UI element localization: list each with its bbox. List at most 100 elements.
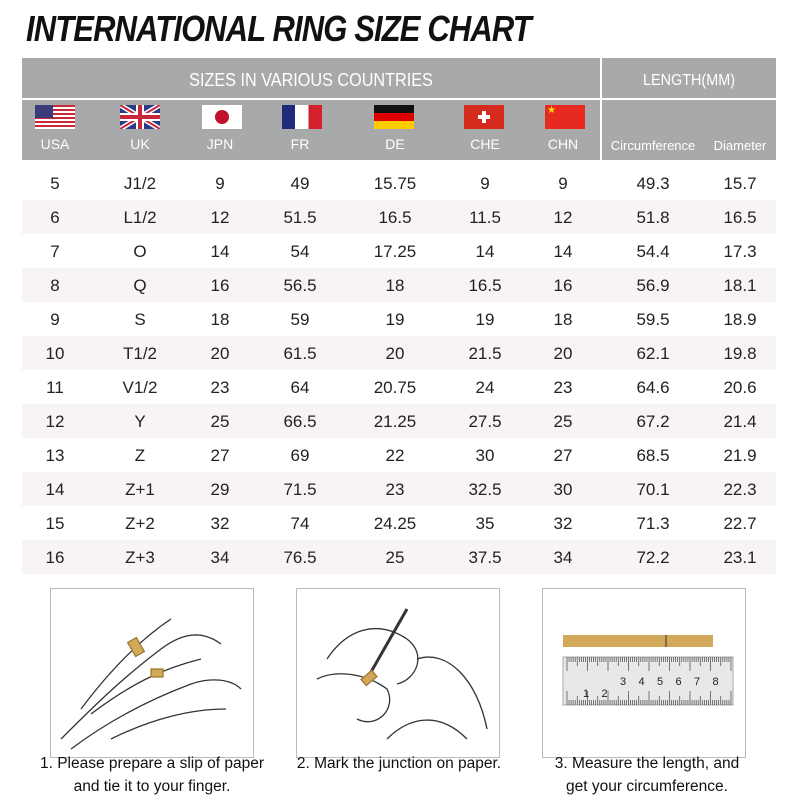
table-cell: 10	[45, 344, 65, 363]
table-cell: 30	[553, 480, 573, 499]
table-cell: 71.3	[636, 514, 670, 533]
table-cell: O	[133, 242, 147, 261]
table-cell: 62.1	[636, 344, 670, 363]
step-1-illustration	[50, 588, 254, 758]
length-header: LENGTH(MM)	[643, 72, 735, 89]
table-cell: 34	[553, 548, 573, 567]
table-cell: 18.1	[723, 276, 757, 295]
table-cell: 21.9	[723, 446, 757, 465]
table-cell: 18	[210, 310, 230, 329]
table-cell: V1/2	[122, 378, 158, 397]
table-cell: 20	[553, 344, 573, 363]
divider	[22, 98, 776, 100]
column-header: USA	[40, 136, 70, 152]
table-row: 9 S 18 59 19 19 18 59.5 18.9	[22, 302, 776, 336]
table-cell: 14	[210, 242, 230, 261]
ruler-number: 1	[583, 688, 589, 700]
table-cell: Z	[134, 446, 146, 465]
table-cell: 32	[210, 514, 230, 533]
table-cell: 22	[385, 446, 405, 465]
column-header: JPN	[206, 136, 234, 152]
table-cell: 11.5	[469, 208, 501, 227]
table-row: 14 Z+1 29 71.5 23 32.5 30 70.1 22.3	[22, 472, 776, 506]
table-cell: 8	[50, 276, 60, 295]
column-header: CHE	[470, 136, 500, 152]
table-cell: Z+2	[125, 514, 155, 533]
table-cell: 51.8	[636, 208, 670, 227]
table-cell: 25	[553, 412, 573, 431]
table-cell: 23	[210, 378, 230, 397]
table-cell: 17.25	[373, 242, 417, 261]
table-row: 7 O 14 54 17.25 14 14 54.4 17.3	[22, 234, 776, 268]
column-header: FR	[290, 136, 310, 152]
table-cell: 29	[210, 480, 230, 499]
germany-flag-icon	[374, 105, 414, 129]
france-flag-icon	[282, 105, 322, 129]
table-cell: 54.4	[636, 242, 670, 261]
table-cell: 64	[290, 378, 310, 397]
table-cell: 5	[50, 174, 60, 193]
table-cell: 18	[385, 276, 405, 295]
table-cell: T1/2	[122, 344, 158, 363]
switzerland-flag-icon	[464, 105, 504, 129]
table-cell: 74	[290, 514, 310, 533]
page-title: INTERNATIONAL RING SIZE CHART	[26, 8, 532, 49]
table-cell: 16.5	[723, 208, 757, 227]
table-cell: 25	[385, 548, 405, 567]
table-cell: 15.75	[373, 174, 417, 193]
ruler-number: 4	[639, 676, 645, 688]
table-cell: S	[134, 310, 146, 329]
table-cell: 56.9	[636, 276, 670, 295]
ruler-number: 3	[620, 676, 626, 688]
table-cell: 16.5	[378, 208, 412, 227]
table-cell: 12	[553, 208, 573, 227]
table-cell: L1/2	[123, 208, 157, 227]
table-header: SIZES IN VARIOUS COUNTRIES LENGTH(MM) ★ …	[22, 58, 776, 160]
table-cell: 19	[385, 310, 405, 329]
table-cell: 76.5	[283, 548, 317, 567]
table-cell: 20	[385, 344, 405, 363]
table-cell: 22.3	[723, 480, 757, 499]
table-cell: 30	[475, 446, 495, 465]
table-cell: Z+1	[125, 480, 155, 499]
table-cell: 27	[553, 446, 573, 465]
table-cell: 23	[553, 378, 573, 397]
table-cell: 16	[210, 276, 230, 295]
table-cell: 24.25	[373, 514, 417, 533]
table-cell: 56.5	[283, 276, 317, 295]
table-cell: 9	[480, 174, 490, 193]
table-cell: Y	[134, 412, 146, 431]
column-header: Circumference	[610, 138, 696, 153]
column-header: DE	[385, 136, 405, 152]
table-cell: 68.5	[636, 446, 670, 465]
step-caption: 2. Mark the junction on paper.	[264, 752, 534, 775]
table-cell: 51.5	[283, 208, 317, 227]
ruler-number: 7	[694, 676, 700, 688]
ruler-number: 6	[676, 676, 682, 688]
table-cell: 14	[553, 242, 573, 261]
uk-flag-icon	[120, 105, 160, 129]
table-cell: 49.3	[636, 174, 670, 193]
sizes-header: SIZES IN VARIOUS COUNTRIES	[189, 70, 433, 90]
table-cell: 37.5	[468, 548, 502, 567]
table-cell: 12	[210, 208, 230, 227]
table-cell: 24	[475, 378, 495, 397]
table-row: 5 J1/2 9 49 15.75 9 9 49.3 15.7	[22, 166, 776, 200]
step-caption-line: get your circumference.	[566, 778, 728, 795]
table-cell: 34	[210, 548, 230, 567]
japan-flag-icon	[202, 105, 242, 129]
table-cell: 21.5	[468, 344, 502, 363]
table-cell: 64.6	[636, 378, 670, 397]
table-cell: Z+3	[125, 548, 155, 567]
column-header: Diameter	[713, 138, 767, 153]
table-cell: 6	[50, 208, 60, 227]
table-cell: 25	[210, 412, 230, 431]
table-row: 10 T1/2 20 61.5 20 21.5 20 62.1 19.8	[22, 336, 776, 370]
table-cell: 59.5	[636, 310, 670, 329]
table-cell: 18	[553, 310, 573, 329]
table-cell: 59	[290, 310, 310, 329]
table-cell: 19.8	[723, 344, 757, 363]
table-row: 6 L1/2 12 51.5 16.5 11.5 12 51.8 16.5	[22, 200, 776, 234]
table-cell: 71.5	[283, 480, 317, 499]
table-cell: 15.7	[723, 174, 757, 193]
